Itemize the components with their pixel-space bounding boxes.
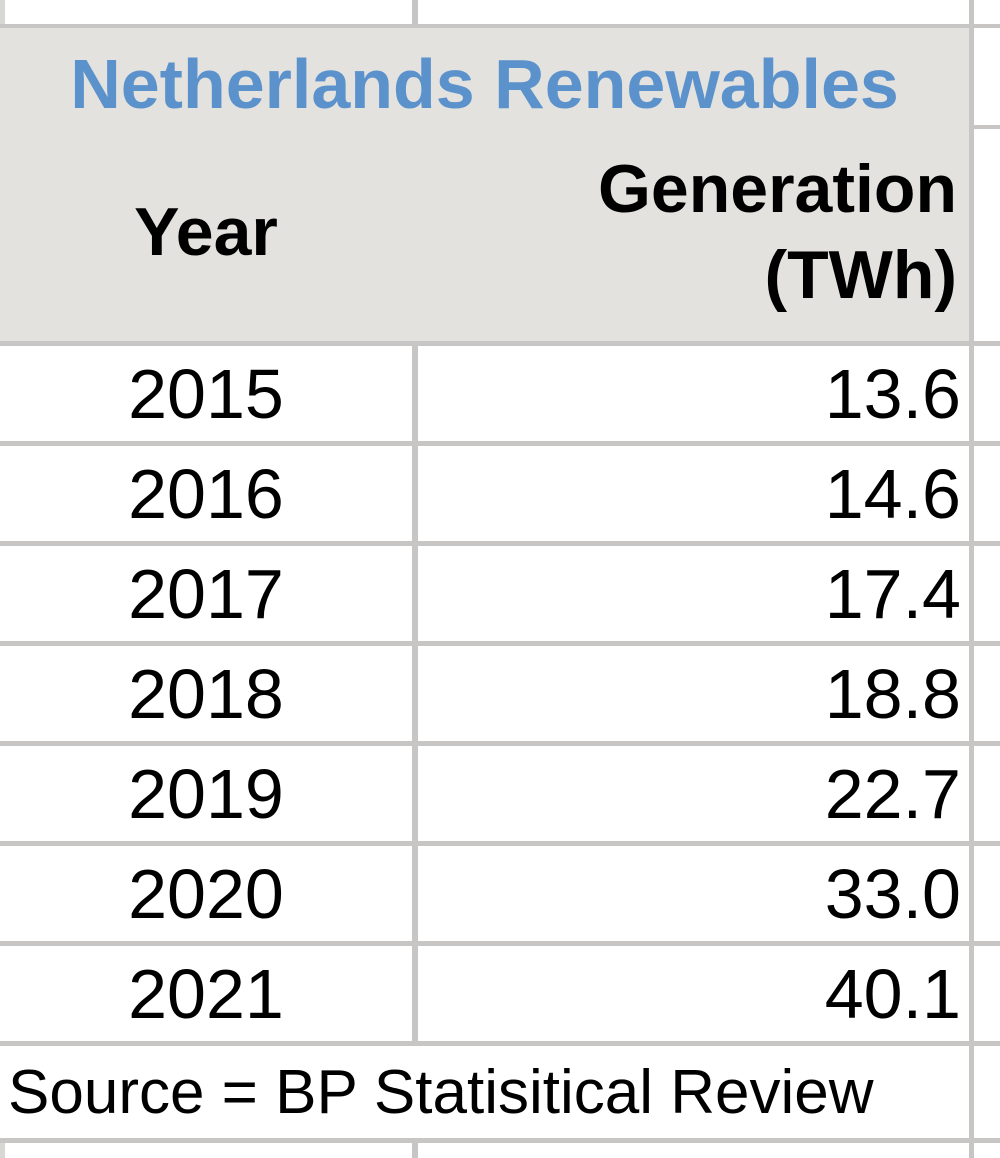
table-header-block: Netherlands Renewables Year Generation (…: [0, 28, 1000, 341]
adjacent-column-cell[interactable]: [974, 646, 1000, 741]
column-gridline: [969, 746, 974, 841]
column-gridline: [969, 0, 974, 24]
row-gridline: [0, 741, 1000, 746]
row-gridline: [0, 841, 1000, 846]
column-header-generation-line1: Generation: [598, 150, 957, 227]
table-row: 2017 17.4: [0, 546, 1000, 641]
column-gridline: [412, 646, 418, 741]
column-header-year[interactable]: Year: [134, 193, 278, 270]
value-cell[interactable]: 40.1: [418, 946, 969, 1041]
empty-cell[interactable]: [418, 1143, 969, 1158]
column-gridline: [969, 28, 974, 341]
row-gridline: [0, 641, 1000, 646]
adjacent-column-cell[interactable]: [974, 446, 1000, 541]
row-gridline: [0, 341, 1000, 346]
year-cell[interactable]: 2018: [0, 646, 412, 741]
column-gridline: [412, 1143, 418, 1158]
year-cell[interactable]: 2015: [0, 346, 412, 441]
value-cell[interactable]: 13.6: [418, 346, 969, 441]
column-gridline: [412, 346, 418, 441]
column-gridline: [412, 0, 418, 24]
value-cell[interactable]: 22.7: [418, 746, 969, 841]
value-cell[interactable]: 18.8: [418, 646, 969, 741]
year-cell[interactable]: 2016: [0, 446, 412, 541]
value-cell[interactable]: 17.4: [418, 546, 969, 641]
column-gridline: [412, 946, 418, 1041]
column-gridline: [969, 446, 974, 541]
cells-above-table: [0, 0, 1000, 24]
empty-cell[interactable]: [5, 0, 412, 24]
table-row: 2016 14.6: [0, 446, 1000, 541]
column-headers: Year Generation (TWh): [0, 128, 969, 335]
adjacent-column-cell[interactable]: [974, 1143, 1000, 1158]
column-gridline: [969, 646, 974, 741]
adjacent-column-cell[interactable]: [974, 0, 1000, 24]
table-row: 2018 18.8: [0, 646, 1000, 741]
column-header-generation[interactable]: Generation (TWh): [412, 128, 969, 335]
left-gridline-segment: [0, 1143, 5, 1158]
year-cell[interactable]: 2019: [0, 746, 412, 841]
year-cell[interactable]: 2017: [0, 546, 412, 641]
header-merged-cell[interactable]: Netherlands Renewables Year Generation (…: [0, 28, 969, 341]
table-row: 2019 22.7: [0, 746, 1000, 841]
cells-below-table: [0, 1143, 1000, 1158]
row-gridline: [0, 941, 1000, 946]
column-gridline: [969, 546, 974, 641]
column-gridline: [969, 1046, 974, 1138]
adjacent-column-cell[interactable]: [974, 546, 1000, 641]
left-gridline-segment: [0, 0, 5, 24]
year-cell[interactable]: 2020: [0, 846, 412, 941]
row-gridline: [0, 1041, 1000, 1046]
column-gridline: [969, 1143, 974, 1158]
table-row: 2021 40.1: [0, 946, 1000, 1041]
table-row: 2020 33.0: [0, 846, 1000, 941]
column-gridline: [969, 846, 974, 941]
column-gridline: [969, 946, 974, 1041]
adjacent-column-cell[interactable]: [974, 946, 1000, 1041]
row-gridline: [0, 24, 1000, 28]
row-gridline: [0, 1138, 1000, 1143]
column-gridline: [412, 746, 418, 841]
value-cell[interactable]: 14.6: [418, 446, 969, 541]
adjacent-column-cell[interactable]: [974, 28, 1000, 341]
value-cell[interactable]: 33.0: [418, 846, 969, 941]
adjacent-column-cell[interactable]: [974, 746, 1000, 841]
row-gridline: [0, 541, 1000, 546]
column-gridline: [412, 546, 418, 641]
adjacent-column-cell[interactable]: [974, 1046, 1000, 1138]
source-note[interactable]: Source = BP Statisitical Review: [0, 1046, 969, 1138]
column-header-generation-line2: (TWh): [764, 236, 957, 313]
column-gridline: [412, 846, 418, 941]
source-row: Source = BP Statisitical Review: [0, 1046, 1000, 1138]
empty-cell[interactable]: [5, 1143, 412, 1158]
row-gridline: [974, 125, 1000, 129]
year-cell[interactable]: 2021: [0, 946, 412, 1041]
row-gridline: [0, 441, 1000, 446]
adjacent-column-cell[interactable]: [974, 346, 1000, 441]
empty-cell[interactable]: [418, 0, 969, 24]
table-row: 2015 13.6: [0, 346, 1000, 441]
column-gridline: [969, 346, 974, 441]
adjacent-column-cell[interactable]: [974, 846, 1000, 941]
table-title: Netherlands Renewables: [70, 45, 899, 123]
column-gridline: [412, 446, 418, 541]
